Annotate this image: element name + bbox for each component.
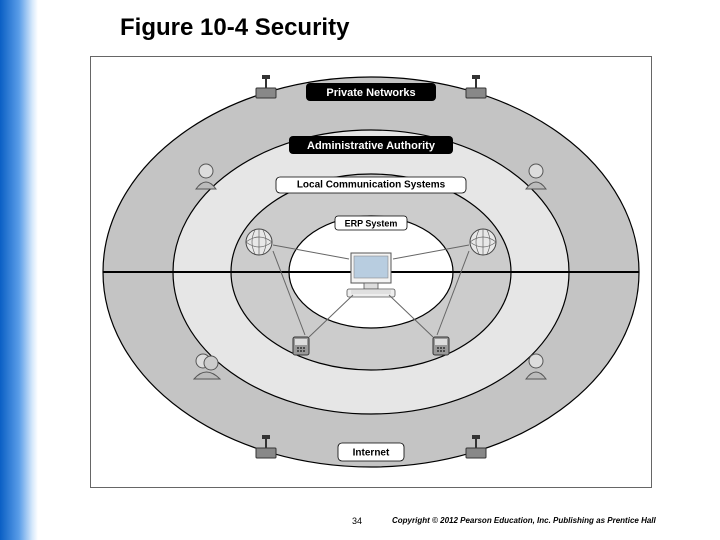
page-number: 34 xyxy=(352,516,362,526)
label-local-comm: Local Communication Systems xyxy=(297,180,446,191)
globe-icon xyxy=(246,229,272,255)
figure-title: Figure 10-4 Security xyxy=(120,14,349,42)
firewall-icon xyxy=(256,75,276,98)
copyright-text: Copyright © 2012 Pearson Education, Inc.… xyxy=(392,516,656,525)
label-erp-system: ERP System xyxy=(345,218,398,228)
phone-icon xyxy=(293,337,309,355)
phone-icon xyxy=(433,337,449,355)
firewall-icon xyxy=(466,75,486,98)
slide: Figure 10-4 Security Private Networks Ad… xyxy=(0,0,720,540)
security-diagram: Private Networks Administrative Authorit… xyxy=(91,57,651,487)
label-admin-authority: Administrative Authority xyxy=(307,140,436,152)
globe-icon xyxy=(470,229,496,255)
left-accent-stripe xyxy=(0,0,38,540)
figure-frame: Private Networks Administrative Authorit… xyxy=(90,56,652,488)
label-private-networks: Private Networks xyxy=(326,87,415,99)
label-internet: Internet xyxy=(353,448,390,459)
computer-icon xyxy=(347,253,395,297)
